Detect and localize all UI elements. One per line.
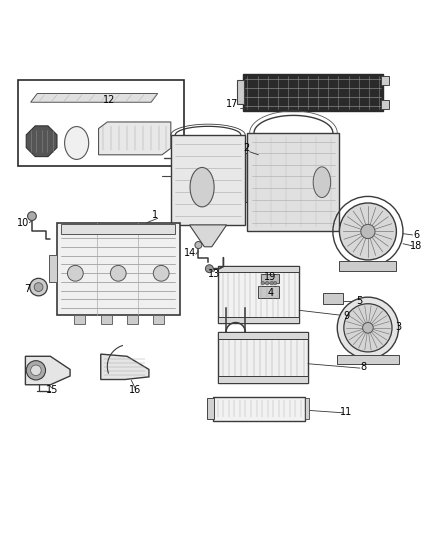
Bar: [218, 265, 299, 324]
Bar: [337, 354, 399, 364]
Circle shape: [195, 241, 202, 248]
Bar: [305, 398, 309, 419]
Text: 3: 3: [396, 321, 402, 332]
Bar: [171, 135, 245, 225]
Text: 11: 11: [340, 407, 352, 417]
Bar: [218, 317, 299, 324]
Bar: [218, 332, 308, 339]
Polygon shape: [99, 122, 171, 155]
Bar: [243, 74, 383, 111]
Ellipse shape: [64, 126, 88, 159]
Polygon shape: [25, 356, 70, 385]
Bar: [381, 100, 389, 109]
Bar: [323, 293, 343, 304]
Ellipse shape: [313, 167, 331, 198]
Bar: [101, 314, 112, 324]
Circle shape: [339, 203, 396, 260]
Bar: [49, 255, 57, 282]
Text: 19: 19: [264, 272, 276, 282]
Circle shape: [31, 365, 41, 376]
Text: 1: 1: [152, 210, 159, 220]
Bar: [153, 314, 164, 324]
Circle shape: [26, 361, 46, 380]
Text: 5: 5: [356, 296, 362, 305]
Circle shape: [28, 212, 36, 221]
Text: 15: 15: [46, 385, 58, 395]
Bar: [74, 314, 85, 324]
Ellipse shape: [190, 167, 214, 207]
Circle shape: [110, 265, 126, 281]
Bar: [207, 398, 214, 419]
Circle shape: [261, 281, 265, 285]
Bar: [237, 80, 244, 104]
Text: 7: 7: [25, 284, 31, 294]
Text: 10: 10: [17, 217, 29, 228]
Text: 16: 16: [129, 385, 141, 395]
Polygon shape: [31, 93, 158, 102]
Circle shape: [361, 224, 375, 239]
Bar: [258, 286, 279, 298]
Bar: [339, 261, 396, 271]
Bar: [247, 133, 339, 231]
Bar: [57, 223, 180, 314]
Bar: [218, 332, 308, 383]
Circle shape: [337, 297, 399, 359]
Text: 18: 18: [410, 241, 422, 251]
Text: 14: 14: [184, 248, 197, 259]
Polygon shape: [189, 225, 227, 247]
Circle shape: [265, 281, 269, 285]
Circle shape: [273, 281, 277, 285]
Polygon shape: [26, 126, 57, 157]
Text: 13: 13: [208, 269, 220, 279]
Bar: [213, 397, 305, 421]
Bar: [218, 265, 299, 272]
Text: 2: 2: [244, 143, 250, 154]
Bar: [245, 153, 247, 203]
Text: 12: 12: [103, 95, 116, 105]
Circle shape: [344, 304, 392, 352]
Circle shape: [30, 278, 47, 296]
Bar: [18, 80, 184, 166]
Circle shape: [67, 265, 83, 281]
Bar: [381, 76, 389, 85]
Bar: [218, 376, 308, 383]
Text: 8: 8: [360, 362, 367, 372]
Circle shape: [270, 281, 273, 285]
Text: 4: 4: [268, 288, 274, 298]
Bar: [261, 274, 279, 283]
Bar: [127, 314, 138, 324]
Text: 17: 17: [226, 100, 238, 109]
Text: 9: 9: [343, 311, 349, 320]
Circle shape: [34, 282, 43, 292]
Polygon shape: [101, 354, 149, 379]
Circle shape: [205, 265, 213, 273]
Bar: [61, 224, 175, 233]
Circle shape: [363, 322, 373, 333]
Bar: [245, 76, 381, 109]
Text: 6: 6: [413, 230, 419, 240]
Circle shape: [153, 265, 169, 281]
